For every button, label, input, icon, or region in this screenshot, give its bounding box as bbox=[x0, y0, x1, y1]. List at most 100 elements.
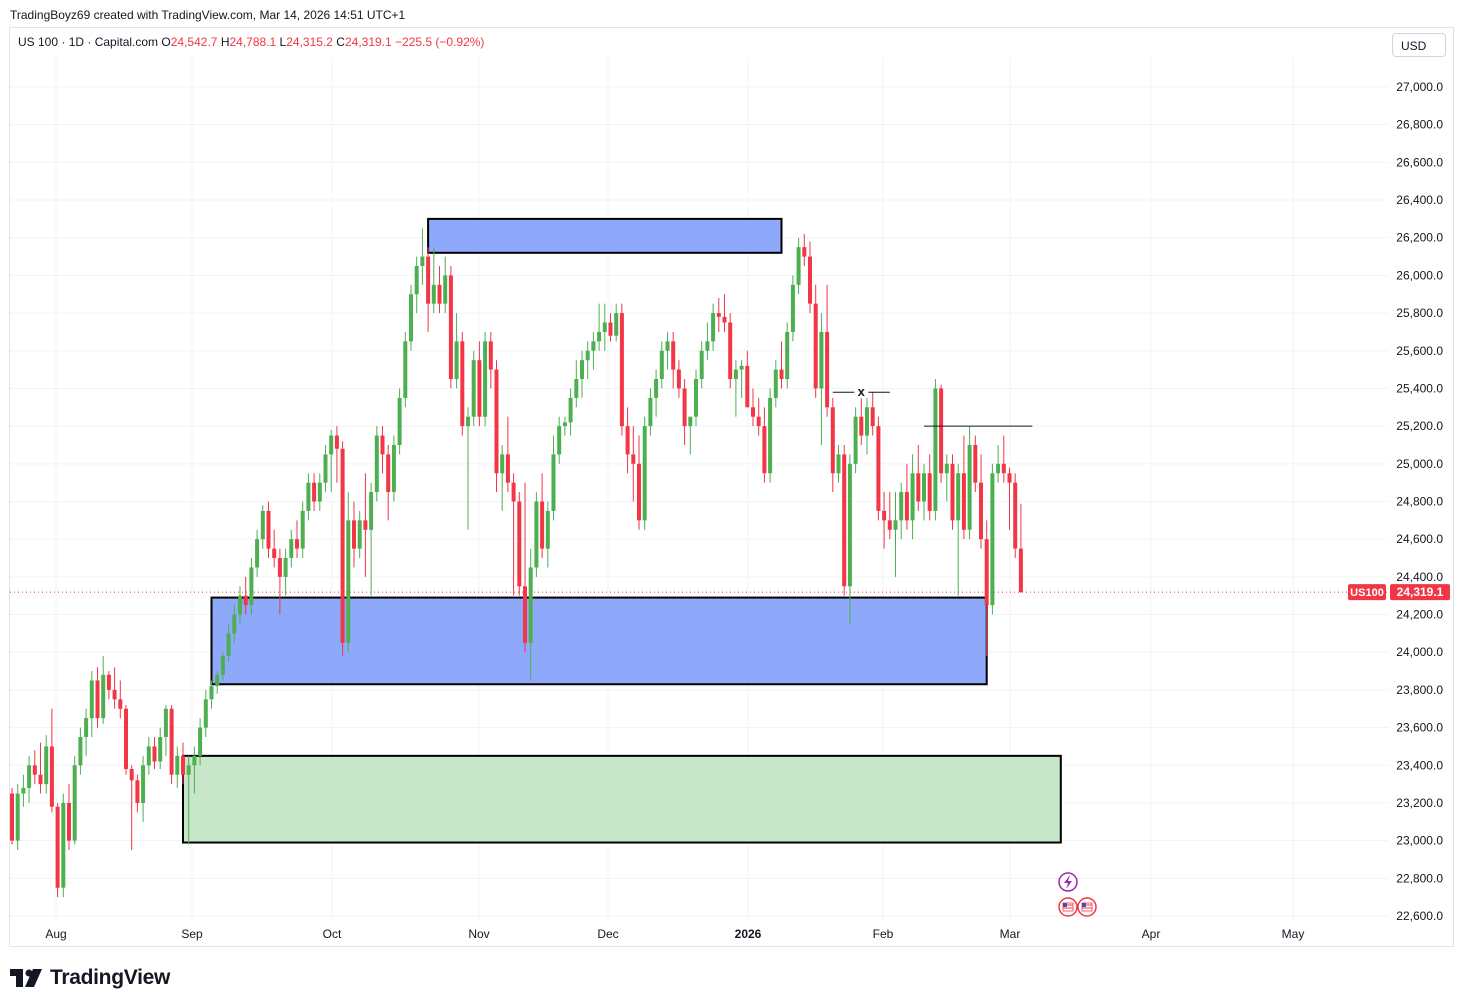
candle-body[interactable] bbox=[808, 256, 812, 304]
candle-body[interactable] bbox=[773, 369, 778, 398]
candle-body[interactable] bbox=[448, 275, 453, 380]
candle-body[interactable] bbox=[181, 755, 185, 775]
candle-body[interactable] bbox=[1001, 463, 1006, 474]
candle-body[interactable] bbox=[488, 341, 493, 370]
candle-body[interactable] bbox=[466, 416, 470, 427]
candle-body[interactable] bbox=[568, 397, 573, 423]
candle-body[interactable] bbox=[597, 331, 602, 342]
candle-body[interactable] bbox=[961, 473, 966, 530]
candle-body[interactable] bbox=[32, 765, 37, 775]
candle-body[interactable] bbox=[118, 699, 123, 709]
supply-zone-top[interactable] bbox=[427, 217, 783, 254]
candle-body[interactable] bbox=[996, 463, 1001, 474]
candle-body[interactable] bbox=[591, 341, 596, 351]
candle-body[interactable] bbox=[756, 416, 761, 427]
candle-body[interactable] bbox=[699, 350, 704, 380]
candle-body[interactable] bbox=[95, 680, 100, 719]
candle-body[interactable] bbox=[215, 674, 220, 687]
demand-zone-middle[interactable] bbox=[210, 596, 988, 686]
candle-body[interactable] bbox=[694, 379, 698, 417]
candle-body[interactable] bbox=[494, 369, 499, 474]
candle-body[interactable] bbox=[158, 737, 163, 762]
candle-body[interactable] bbox=[471, 360, 476, 417]
candle-body[interactable] bbox=[528, 567, 533, 643]
candle-body[interactable] bbox=[232, 614, 237, 634]
candle-body[interactable] bbox=[716, 313, 721, 317]
candle-body[interactable] bbox=[562, 422, 567, 427]
candle-body[interactable] bbox=[306, 482, 311, 511]
candle-body[interactable] bbox=[255, 539, 260, 568]
candle-body[interactable] bbox=[745, 365, 750, 408]
candle-body[interactable] bbox=[146, 746, 151, 766]
candle-body[interactable] bbox=[352, 520, 356, 549]
candle-body[interactable] bbox=[300, 510, 305, 549]
candle-body[interactable] bbox=[334, 435, 339, 449]
candle-body[interactable] bbox=[540, 501, 545, 549]
candle-body[interactable] bbox=[916, 473, 921, 502]
candle-body[interactable] bbox=[323, 454, 328, 483]
candle-body[interactable] bbox=[625, 426, 630, 455]
candle-body[interactable] bbox=[956, 473, 961, 521]
candle-body[interactable] bbox=[420, 256, 425, 266]
candle-body[interactable] bbox=[135, 780, 140, 803]
candle-body[interactable] bbox=[61, 802, 66, 888]
candle-body[interactable] bbox=[49, 746, 54, 807]
candle-body[interactable] bbox=[112, 689, 117, 700]
candle-body[interactable] bbox=[397, 397, 402, 445]
candle-body[interactable] bbox=[790, 284, 795, 332]
candle-body[interactable] bbox=[283, 558, 288, 577]
candle-body[interactable] bbox=[220, 655, 225, 675]
candle-body[interactable] bbox=[391, 444, 396, 493]
candle-body[interactable] bbox=[192, 755, 197, 766]
candle-body[interactable] bbox=[443, 275, 448, 304]
candle-body[interactable] bbox=[853, 416, 858, 464]
candle-body[interactable] bbox=[78, 737, 83, 766]
candle-body[interactable] bbox=[243, 595, 248, 606]
candle-body[interactable] bbox=[933, 388, 938, 511]
candle-body[interactable] bbox=[722, 316, 727, 323]
candle-body[interactable] bbox=[751, 407, 755, 417]
candle-body[interactable] bbox=[272, 548, 277, 559]
candle-body[interactable] bbox=[990, 473, 995, 606]
candle-body[interactable] bbox=[979, 482, 983, 540]
candle-body[interactable] bbox=[842, 454, 847, 587]
candle-body[interactable] bbox=[369, 492, 374, 530]
candle-body[interactable] bbox=[511, 482, 516, 502]
candle-body[interactable] bbox=[152, 746, 157, 762]
candle-body[interactable] bbox=[1018, 548, 1023, 593]
candle-body[interactable] bbox=[927, 473, 932, 511]
candle-body[interactable] bbox=[517, 501, 522, 587]
candle-body[interactable] bbox=[785, 331, 790, 380]
candle-body[interactable] bbox=[209, 686, 214, 700]
candle-body[interactable] bbox=[426, 256, 431, 304]
candle-body[interactable] bbox=[414, 265, 419, 295]
candle-body[interactable] bbox=[380, 435, 385, 455]
currency-button[interactable]: USD bbox=[1392, 33, 1446, 57]
candle-body[interactable] bbox=[55, 806, 60, 888]
candle-body[interactable] bbox=[198, 727, 203, 756]
candle-body[interactable] bbox=[739, 365, 744, 370]
candle-body[interactable] bbox=[614, 313, 619, 336]
candle-body[interactable] bbox=[796, 247, 801, 285]
candle-body[interactable] bbox=[585, 350, 590, 361]
candle-body[interactable] bbox=[437, 284, 442, 304]
candle-body[interactable] bbox=[141, 765, 146, 803]
candle-body[interactable] bbox=[340, 448, 345, 643]
candle-body[interactable] bbox=[665, 341, 670, 351]
candle-body[interactable] bbox=[939, 388, 944, 474]
candle-body[interactable] bbox=[802, 247, 807, 257]
candle-body[interactable] bbox=[602, 322, 607, 332]
candle-body[interactable] bbox=[847, 463, 852, 587]
tradingview-logo[interactable]: TradingView bbox=[10, 966, 170, 990]
candle-body[interactable] bbox=[203, 699, 208, 728]
candle-body[interactable] bbox=[289, 539, 294, 559]
candle-body[interactable] bbox=[688, 416, 693, 427]
candle-body[interactable] bbox=[950, 463, 955, 521]
candle-body[interactable] bbox=[357, 520, 362, 549]
candle-body[interactable] bbox=[346, 520, 351, 643]
candle-body[interactable] bbox=[984, 539, 989, 606]
candle-body[interactable] bbox=[825, 331, 830, 408]
candle-body[interactable] bbox=[386, 454, 391, 493]
candle-body[interactable] bbox=[876, 426, 881, 511]
